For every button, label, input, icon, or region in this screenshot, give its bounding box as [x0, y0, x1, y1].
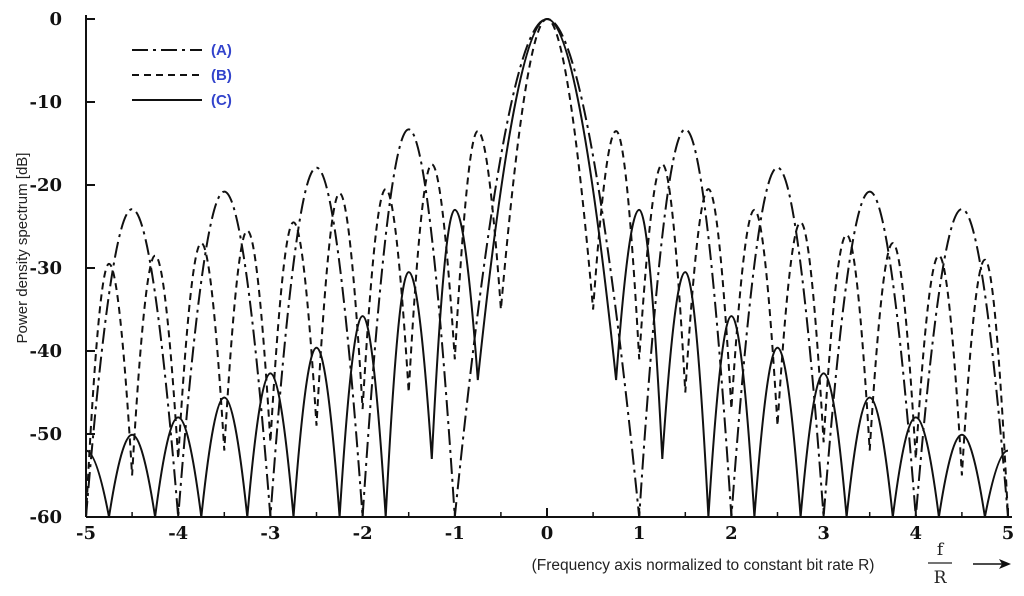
legend: (A) (B) (C) [132, 42, 232, 109]
legend-label: (B) [211, 67, 232, 84]
legend-label: (C) [211, 92, 232, 109]
arrow-right-icon [973, 559, 1011, 569]
x-tick-label: -4 [168, 523, 188, 544]
x-tick-label: 2 [725, 523, 738, 544]
y-axis-label: Power density spectrum [dB] [14, 153, 31, 344]
y-tick-label: -10 [29, 92, 62, 113]
series-layer [86, 17, 1009, 517]
axis-labels: Power density spectrum [dB] (Frequency a… [14, 153, 1011, 588]
y-tick-label: -50 [29, 424, 62, 445]
y-tick-label: 0 [49, 9, 62, 30]
axes: 0-10-20-30-40-50-60-5 -4 -3 -2 -1 0 1 2 3 4 5 [29, 9, 1014, 544]
x-axis-fraction-denominator: R [934, 568, 948, 588]
x-tick-label: -5 [76, 523, 96, 544]
x-tick-label: -3 [260, 523, 280, 544]
x-tick-label: -2 [353, 523, 373, 544]
legend-label: (A) [211, 42, 232, 59]
x-tick-label: 5 [1002, 523, 1015, 544]
x-tick-label: 4 [910, 523, 923, 544]
series-line-c [86, 17, 1009, 517]
x-tick-label: 1 [633, 523, 646, 544]
y-tick-label: -30 [29, 258, 62, 279]
x-tick-label: 3 [817, 523, 830, 544]
x-axis-label: (Frequency axis normalized to constant b… [532, 557, 875, 574]
y-tick-label: -60 [29, 507, 62, 528]
x-tick-label: 0 [541, 523, 554, 544]
y-tick-label: -40 [29, 341, 62, 362]
y-tick-label: -20 [29, 175, 62, 196]
x-axis-fraction-numerator: f [937, 540, 945, 560]
x-tick-label: -1 [445, 523, 465, 544]
